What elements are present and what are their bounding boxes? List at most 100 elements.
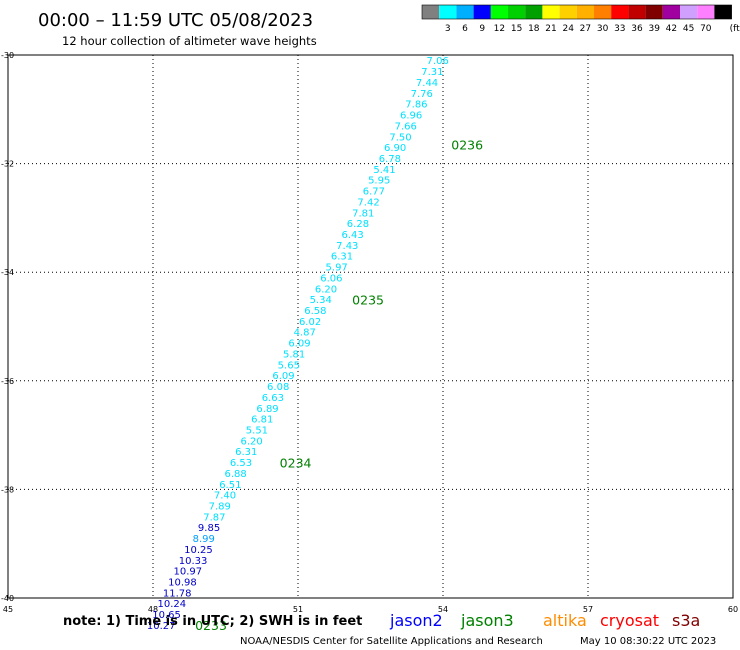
colorbar-label: 15 — [511, 24, 522, 34]
satellite-legend-s3a: s3a — [672, 611, 700, 630]
wave-height-label: 7.42 — [357, 197, 379, 208]
colorbar-swatch — [490, 5, 508, 19]
pass-time-labels: 0236 0235 0234 0233 — [195, 138, 483, 634]
wave-height-label: 6.53 — [230, 458, 252, 469]
wave-height-label: 10.65 — [152, 610, 181, 621]
pass-time-label: 0233 — [195, 618, 227, 633]
wave-height-label: 5.65 — [278, 360, 300, 371]
wave-height-label: 6.90 — [384, 143, 406, 154]
colorbar-label: 30 — [597, 24, 609, 34]
generated-timestamp: May 10 08:30:22 UTC 2023 — [580, 636, 716, 647]
footer-note: note: 1) Time is in UTC; 2) SWH is in fe… — [63, 614, 362, 629]
lon-tick-label: 60 — [728, 605, 738, 614]
lon-tick-label: 57 — [583, 605, 593, 614]
wave-height-label: 6.89 — [256, 404, 278, 415]
wave-height-label: 7.66 — [395, 121, 417, 132]
wave-height-label: 6.58 — [304, 306, 326, 317]
lon-tick-label: 54 — [438, 605, 448, 614]
wave-height-label: 6.31 — [331, 252, 353, 263]
wave-height-label: 7.89 — [209, 501, 231, 512]
colorbar-label: 70 — [700, 24, 712, 34]
colorbar-label: 36 — [631, 24, 643, 34]
wave-height-label: 6.77 — [363, 187, 385, 198]
satellite-legend-altika: altika — [543, 611, 587, 630]
pass-time-label: 0235 — [352, 292, 384, 307]
colorbar-swatch — [662, 5, 680, 19]
lat-tick-label: -32 — [1, 160, 14, 169]
colorbar-border — [421, 4, 732, 20]
colorbar-swatch — [508, 5, 526, 19]
wave-height-label: 4.87 — [294, 328, 316, 339]
wave-height-label: 7.81 — [352, 208, 374, 219]
wave-height-label: 6.28 — [347, 219, 369, 230]
colorbar-swatch — [680, 5, 698, 19]
wave-height-label: 6.78 — [379, 154, 401, 165]
colorbar-swatch — [422, 5, 440, 19]
wave-height-label: 7.87 — [203, 512, 225, 523]
pass-time-label: 0234 — [280, 455, 312, 470]
colorbar-unit: (ft) — [730, 24, 740, 34]
colorbar-swatch — [714, 5, 732, 19]
colorbar-label: 33 — [614, 24, 625, 34]
colorbar-label: 6 — [462, 24, 468, 34]
satellite-legend-jason2: jason2 — [389, 611, 443, 630]
wave-height-label: 6.08 — [267, 382, 289, 393]
colorbar-label: 18 — [528, 24, 540, 34]
credit-text: NOAA/NESDIS Center for Satellite Applica… — [240, 636, 543, 647]
satellite-legend-jason3: jason3 — [460, 611, 514, 630]
satellite-legend: jason2 jason3 altika cryosat s3a — [389, 611, 700, 630]
wave-height-label: 5.97 — [326, 263, 348, 274]
wave-height-label: 9.85 — [198, 523, 220, 534]
wave-height-label: 7.31 — [421, 67, 443, 78]
satellite-legend-cryosat: cryosat — [600, 611, 659, 630]
colorbar-label: 12 — [494, 24, 505, 34]
wave-height-label: 5.51 — [246, 425, 268, 436]
wave-height-label: 6.06 — [320, 273, 342, 284]
wave-height-label: 7.40 — [214, 491, 236, 502]
wave-height-label: 6.81 — [251, 415, 273, 426]
wave-height-label: 6.31 — [235, 447, 257, 458]
colorbar-swatch — [473, 5, 491, 19]
wave-height-label: 7.50 — [389, 132, 411, 143]
wave-height-label: 10.97 — [173, 567, 202, 578]
colorbar-label: 3 — [445, 24, 451, 34]
wave-height-label: 7.44 — [416, 78, 438, 89]
wave-height-label: 7.06 — [427, 56, 449, 67]
wave-height-label: 7.43 — [336, 241, 358, 252]
axis-tick-labels: -30 -32 -34 -36 -38 -40 45 48 51 54 57 60 — [1, 51, 738, 614]
lat-tick-label: -40 — [1, 594, 14, 603]
wave-height-label: 6.20 — [240, 436, 262, 447]
wave-height-label: 6.09 — [272, 371, 294, 382]
wave-height-label: 7.76 — [411, 89, 433, 100]
colorbar-swatch — [439, 5, 457, 19]
colorbar-label: 45 — [683, 24, 694, 34]
wave-height-label: 6.09 — [288, 339, 310, 350]
wave-height-label: 8.99 — [193, 534, 215, 545]
wave-height-label: 10.24 — [158, 599, 187, 610]
wave-height-label: 6.96 — [400, 111, 422, 122]
colorbar-swatch — [645, 5, 663, 19]
colorbar-label: 42 — [666, 24, 677, 34]
map-title: 00:00 – 11:59 UTC 05/08/2023 — [38, 10, 313, 31]
lat-tick-label: -34 — [1, 268, 14, 277]
colorbar-swatch — [456, 5, 474, 19]
pass-time-label: 0236 — [451, 138, 483, 153]
lat-tick-label: -38 — [1, 485, 14, 494]
wave-height-label: 10.98 — [168, 578, 197, 589]
colorbar-swatch — [594, 5, 612, 19]
colorbar-label: 9 — [479, 24, 485, 34]
wave-height-label: 10.25 — [184, 545, 213, 556]
wave-height-label: 5.41 — [373, 165, 395, 176]
satellite-track: 7.067.317.447.767.866.967.667.506.906.78… — [147, 56, 449, 632]
colorbar-swatch — [628, 5, 646, 19]
colorbar-swatch — [611, 5, 629, 19]
colorbar-label: 24 — [562, 24, 574, 34]
colorbar-swatch — [559, 5, 577, 19]
wave-height-label: 11.78 — [163, 588, 192, 599]
lat-tick-label: -30 — [1, 51, 14, 60]
map-frame — [7, 54, 734, 599]
wave-height-label: 6.02 — [299, 317, 321, 328]
